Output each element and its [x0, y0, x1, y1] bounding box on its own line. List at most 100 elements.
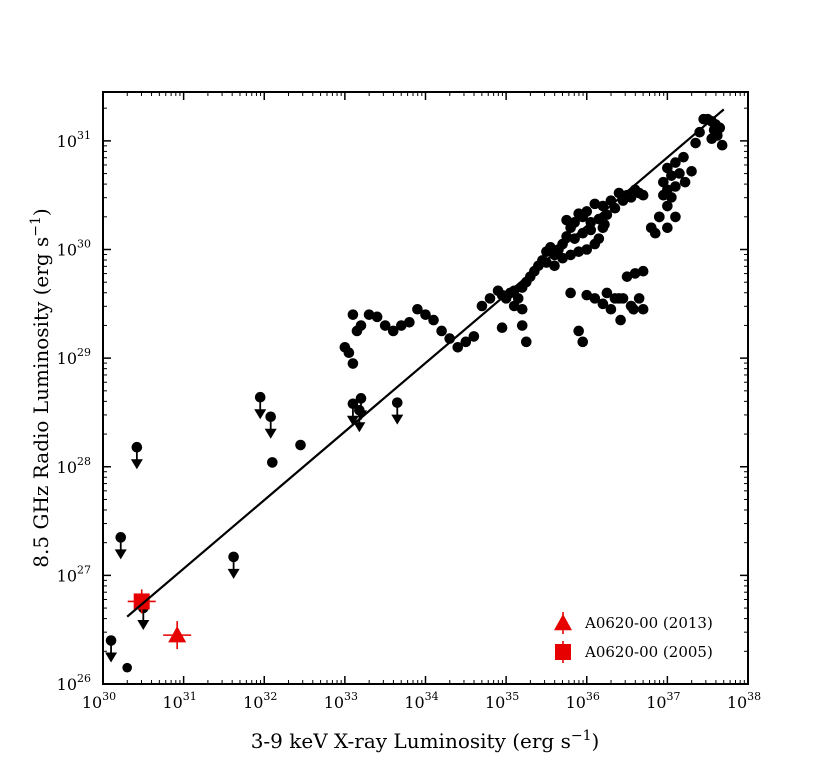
data-point — [520, 336, 532, 348]
data-point — [609, 293, 621, 304]
y-axis-title-sup: −1 — [28, 216, 44, 237]
x-axis-title: 3-9 keV X-ray Luminosity (erg s−1) — [251, 728, 600, 753]
data-point — [565, 287, 576, 299]
data-point — [549, 260, 560, 272]
triangle-marker — [168, 626, 187, 643]
data-point — [508, 300, 520, 312]
data-point — [670, 211, 681, 223]
data-point — [645, 222, 657, 234]
data-point — [589, 198, 601, 210]
data-point — [396, 320, 407, 331]
y-tick-label: 1026 — [57, 672, 91, 694]
data-point — [122, 662, 132, 673]
data-point — [662, 200, 673, 212]
data-point — [492, 285, 504, 297]
data-point — [662, 222, 673, 234]
upper-limit-arrowhead — [353, 422, 366, 433]
x-tick-label: 1032 — [243, 690, 277, 712]
data-point — [597, 298, 609, 310]
data-point — [371, 311, 383, 323]
upper-limit-arrowhead — [254, 409, 267, 420]
data-point — [674, 168, 685, 179]
data-point — [698, 113, 709, 125]
data-point — [585, 224, 597, 236]
data-point — [670, 157, 681, 168]
data-point — [460, 336, 472, 348]
upper-limit-point — [254, 391, 267, 420]
x-tick-label: 1036 — [566, 690, 600, 712]
x-tick-label: 1034 — [404, 690, 438, 712]
data-point — [412, 303, 423, 315]
data-point — [617, 293, 629, 304]
x-tick-label: 1035 — [485, 690, 519, 712]
upper-limit-arrowhead — [391, 414, 404, 425]
legend: A0620-00 (2013) A0620-00 (2005) — [554, 612, 713, 663]
data-point — [637, 265, 649, 277]
data-point — [716, 139, 728, 151]
data-point — [496, 322, 508, 334]
data-point — [654, 211, 665, 223]
legend-square-marker — [555, 644, 571, 660]
data-point — [516, 303, 528, 315]
data-point — [573, 208, 584, 219]
data-point — [658, 189, 669, 201]
y-tick-label: 1030 — [57, 238, 91, 260]
y-tick-label: 1027 — [57, 563, 91, 585]
data-point — [468, 331, 480, 342]
a0620-2013-point — [163, 621, 192, 650]
data-point — [420, 309, 431, 320]
data-point — [628, 303, 639, 315]
x-axis-title-sup: −1 — [571, 728, 592, 744]
data-point — [541, 246, 552, 257]
data-point — [573, 246, 584, 257]
square-marker — [133, 593, 150, 610]
upper-limit-arrowhead — [264, 428, 277, 439]
data-point — [686, 165, 697, 177]
upper-limit-arrowhead — [346, 415, 359, 426]
data-point — [679, 176, 691, 188]
x-tick-label: 1038 — [727, 690, 761, 712]
data-point — [577, 336, 589, 348]
data-point — [541, 257, 552, 268]
data-point — [569, 233, 580, 244]
y-tick-label: 1029 — [57, 346, 91, 368]
data-point — [706, 133, 718, 145]
y-tick-label: 1031 — [57, 129, 91, 151]
data-point — [484, 293, 496, 304]
data-point — [678, 151, 689, 163]
data-point — [339, 341, 351, 353]
upper-limit-arrowhead — [355, 410, 367, 421]
data-marks — [105, 113, 728, 673]
x-tick-label: 1031 — [162, 690, 196, 712]
data-point — [295, 439, 306, 451]
data-point — [621, 271, 633, 282]
data-point — [633, 187, 645, 199]
plot-frame — [102, 91, 749, 685]
data-point — [690, 137, 701, 149]
data-point — [714, 122, 726, 134]
data-point — [629, 268, 641, 279]
data-point — [436, 325, 447, 337]
data-point — [363, 309, 375, 320]
upper-limit-point — [227, 551, 240, 579]
upper-limit-point — [130, 441, 143, 470]
data-point — [581, 289, 593, 301]
data-point — [662, 162, 673, 174]
data-point — [516, 282, 528, 293]
data-point — [633, 293, 645, 304]
upper-limit-arrowhead — [105, 652, 118, 663]
data-point — [625, 192, 637, 203]
upper-limit-point — [114, 532, 127, 560]
data-point — [605, 303, 617, 315]
upper-limit-point — [346, 398, 359, 426]
x-tick-label: 1037 — [646, 690, 680, 712]
a0620-2005-point — [127, 589, 156, 614]
legend-entry: A0620-00 (2005) — [555, 641, 713, 663]
data-point — [666, 192, 677, 203]
upper-limit-arrowhead — [130, 459, 143, 470]
data-point — [452, 341, 464, 353]
legend-label: A0620-00 (2005) — [584, 643, 713, 661]
data-point — [351, 325, 363, 337]
data-point — [267, 457, 278, 468]
data-point — [557, 252, 568, 264]
